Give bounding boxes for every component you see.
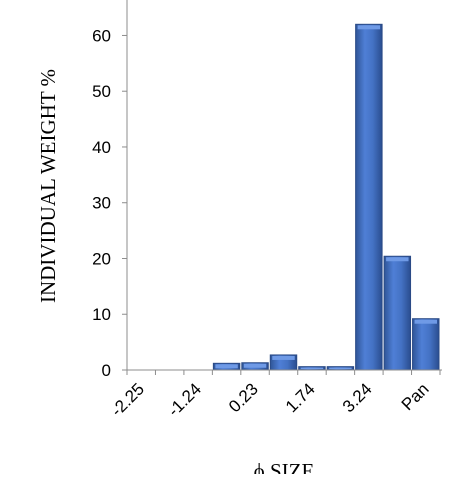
y-axis-title: INDIVIDUAL WEIGHT % <box>36 69 60 303</box>
y-tick-label: 40 <box>92 138 111 157</box>
histogram-bar-highlight <box>414 319 437 324</box>
y-axis-ticks: 0 10 20 30 40 50 60 <box>92 26 127 380</box>
histogram-bar-highlight <box>243 363 267 368</box>
histogram-bar-highlight <box>300 367 324 369</box>
histogram-bar-highlight <box>357 25 381 30</box>
histogram-bar-highlight <box>215 364 238 369</box>
y-tick-label: 50 <box>92 82 111 101</box>
bars <box>212 23 440 371</box>
histogram-bar-highlight <box>386 257 409 262</box>
histogram-bar-highlight <box>272 355 295 360</box>
histogram-bar <box>355 23 383 371</box>
x-tick-label: -1.24 <box>164 379 205 420</box>
histogram-bar <box>412 318 440 371</box>
y-tick-label: 60 <box>92 26 111 45</box>
y-tick-label: 0 <box>102 361 111 380</box>
x-tick-label: 0.23 <box>225 379 262 416</box>
histogram-bar <box>383 255 412 371</box>
y-tick-label: 30 <box>92 194 111 213</box>
y-tick-label: 20 <box>92 249 111 268</box>
y-tick-label: 10 <box>92 305 111 324</box>
x-tick-label: 1.74 <box>282 379 319 416</box>
histogram-bar-highlight <box>329 367 352 369</box>
x-axis-title: ϕ SIZE <box>254 459 315 474</box>
x-tick-label: Pan <box>398 379 433 414</box>
x-tick-label: -2.25 <box>107 379 148 420</box>
x-axis-ticks: -2.25 -1.24 0.23 1.74 3.24 Pan <box>107 370 441 420</box>
x-tick-label: 3.24 <box>339 379 376 416</box>
